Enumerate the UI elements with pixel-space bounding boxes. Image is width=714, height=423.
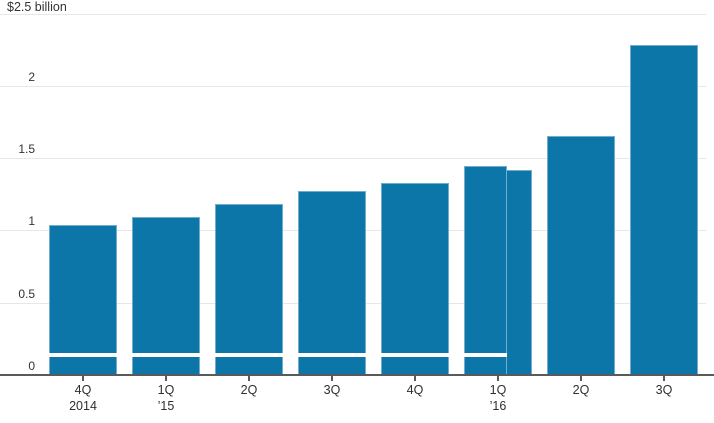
x-label-quarter: 2Q bbox=[240, 383, 258, 397]
x-label-quarter: 4Q bbox=[406, 383, 424, 397]
y-tick-label: 1.5 bbox=[18, 142, 35, 156]
x-label-quarter: 3Q bbox=[323, 383, 341, 397]
gridline-15 bbox=[0, 158, 706, 159]
x-category-label: 1Q ’15 bbox=[124, 382, 208, 414]
bar-4Q[interactable] bbox=[381, 183, 449, 376]
x-axis-tick bbox=[165, 376, 167, 381]
bar-3Q[interactable] bbox=[298, 191, 366, 376]
x-label-year: ’15 bbox=[157, 399, 175, 413]
x-axis-tick bbox=[248, 376, 250, 381]
x-axis-tick bbox=[414, 376, 416, 381]
x-axis-line bbox=[0, 374, 714, 376]
x-label-quarter: 3Q bbox=[655, 383, 673, 397]
x-category-label: 3Q bbox=[290, 382, 374, 398]
bar-segment-divider bbox=[132, 353, 200, 357]
x-axis-tick bbox=[497, 376, 499, 381]
x-category-label: 3Q bbox=[622, 382, 706, 398]
bar-4Q2014[interactable] bbox=[49, 225, 117, 376]
bar-overlay-revised[interactable] bbox=[464, 166, 507, 376]
x-axis-tick bbox=[82, 376, 84, 381]
gridline-2 bbox=[0, 86, 706, 87]
bar-1Q’15[interactable] bbox=[132, 217, 200, 376]
x-category-label: 1Q ’16 bbox=[456, 382, 540, 414]
y-tick-label: 0 bbox=[28, 359, 35, 373]
x-axis-tick bbox=[663, 376, 665, 381]
x-category-label: 2Q bbox=[207, 382, 291, 398]
x-label-quarter: 1Q bbox=[489, 383, 507, 397]
x-axis-tick bbox=[331, 376, 333, 381]
x-category-label: 4Q 2014 bbox=[41, 382, 125, 414]
x-axis-tick bbox=[580, 376, 582, 381]
x-category-label: 2Q bbox=[539, 382, 623, 398]
bar-3Q[interactable] bbox=[630, 45, 698, 376]
bar-segment-divider bbox=[381, 353, 449, 357]
gridline-25billion bbox=[0, 14, 706, 15]
bar-segment-divider bbox=[49, 353, 117, 357]
x-label-quarter: 4Q bbox=[74, 383, 92, 397]
y-axis-title: $2.5 billion bbox=[7, 0, 67, 14]
x-label-quarter: 2Q bbox=[572, 383, 590, 397]
x-label-quarter: 1Q bbox=[157, 383, 175, 397]
x-label-year: ’16 bbox=[489, 399, 507, 413]
y-tick-label: 2 bbox=[28, 70, 35, 84]
x-label-year: 2014 bbox=[69, 399, 97, 413]
bar-segment-divider bbox=[215, 353, 283, 357]
y-tick-label: 1 bbox=[28, 214, 35, 228]
bar-segment-divider-overlay bbox=[464, 353, 507, 357]
y-tick-label: 0.5 bbox=[18, 287, 35, 301]
x-category-label: 4Q bbox=[373, 382, 457, 398]
bar-segment-divider bbox=[298, 353, 366, 357]
bar-2Q[interactable] bbox=[215, 204, 283, 376]
bar-2Q[interactable] bbox=[547, 136, 615, 376]
